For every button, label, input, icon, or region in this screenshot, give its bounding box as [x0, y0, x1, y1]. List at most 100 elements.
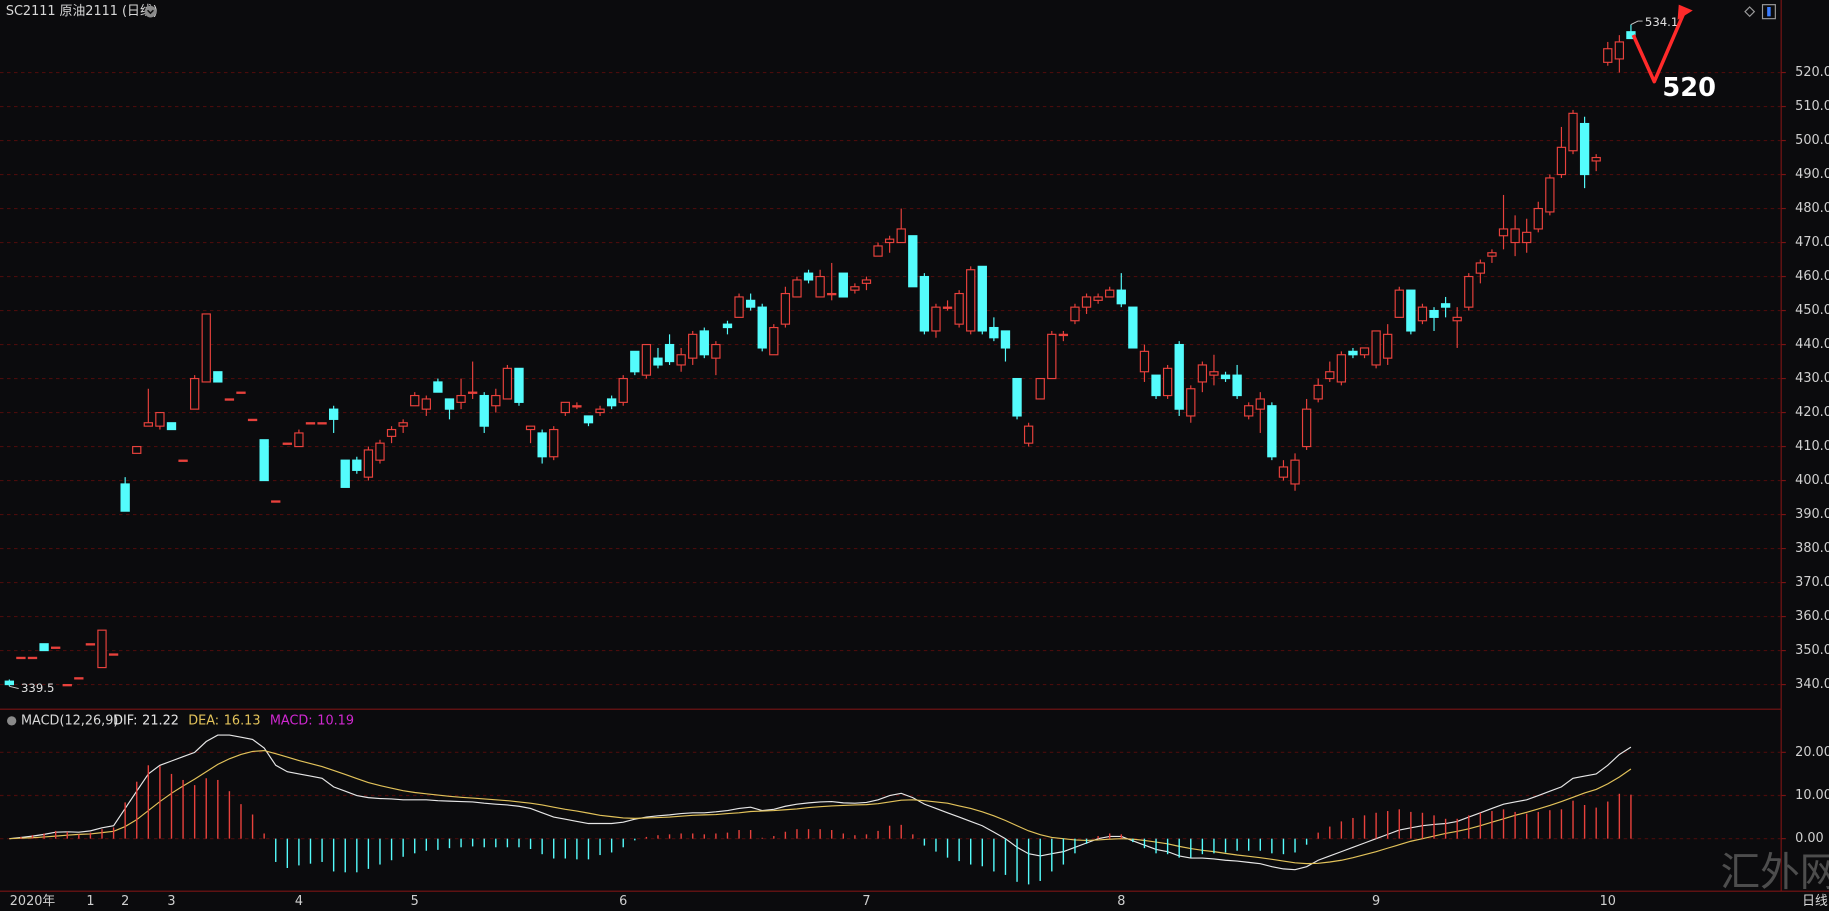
candle-body — [1406, 289, 1416, 332]
candle-body — [108, 653, 119, 656]
candle-body — [143, 422, 153, 427]
candle-body — [1244, 405, 1254, 417]
x-tick-label: 5 — [411, 894, 419, 909]
candle-body — [1267, 405, 1277, 458]
candle-body — [1081, 296, 1092, 308]
candle-body — [132, 445, 142, 454]
x-tick-label: 3 — [167, 894, 175, 909]
candle-body — [919, 275, 930, 332]
y-tick-label: 500.0 — [1795, 133, 1829, 148]
y-tick-label: 380.0 — [1795, 541, 1829, 556]
candle-body — [386, 428, 397, 437]
candle-body — [27, 656, 38, 660]
candle-body — [722, 323, 733, 329]
macd-line — [9, 750, 1632, 865]
legend-name: DEA: — [188, 713, 219, 728]
candle-body — [1487, 252, 1497, 257]
candle-body — [942, 306, 953, 309]
candle-body — [572, 405, 582, 408]
candle-body — [780, 292, 791, 325]
candle-body — [1475, 262, 1486, 274]
candle-body — [1151, 374, 1161, 397]
candle-body — [827, 292, 837, 296]
candle-body — [259, 439, 269, 482]
x-tick-label: 10 — [1600, 894, 1616, 909]
candle-body — [1047, 333, 1057, 380]
candle-body — [989, 326, 999, 339]
candle-body — [1579, 122, 1590, 176]
candle-body — [1000, 330, 1011, 349]
candle-body — [39, 643, 49, 652]
candle-body — [120, 483, 130, 512]
candle-body — [236, 391, 246, 394]
y-tick-label: 420.0 — [1795, 405, 1829, 420]
candle-body — [931, 306, 941, 332]
candles — [4, 24, 1636, 687]
candle-body — [1174, 343, 1184, 410]
candle-body — [1591, 156, 1601, 162]
candle-body — [294, 432, 304, 448]
candle-body — [479, 394, 489, 427]
candle-body — [1162, 367, 1173, 397]
candle-body — [155, 411, 165, 427]
candle-body — [1012, 377, 1022, 417]
legend-value: 21.22 — [142, 713, 179, 728]
y-tick-label: 340.0 — [1795, 677, 1829, 692]
annotation-arrow — [1631, 13, 1686, 84]
candle-body — [1105, 289, 1115, 298]
y-tick-label: 450.0 — [1795, 303, 1829, 318]
candle-body — [1023, 425, 1034, 444]
candle-body — [166, 422, 177, 431]
candle-body — [1035, 377, 1045, 400]
candle-body — [1545, 177, 1555, 213]
candle-body — [456, 394, 466, 403]
candle-body — [189, 377, 200, 410]
candle-body — [16, 656, 26, 660]
candle-body — [688, 333, 698, 359]
candle-body — [340, 459, 350, 488]
candle-body — [328, 408, 339, 420]
candle-body — [1394, 289, 1404, 318]
candle-body — [74, 677, 84, 680]
x-tick-label: 6 — [619, 894, 627, 909]
candle-body — [1603, 48, 1613, 63]
candle-body — [1255, 398, 1265, 410]
x-tick-label: 2020年 — [10, 894, 56, 909]
panel-icon[interactable] — [1761, 4, 1776, 20]
annotation-text: 520 — [1662, 73, 1716, 103]
candle-body — [1336, 354, 1347, 383]
candle-body — [1417, 306, 1428, 322]
candle-body — [1220, 374, 1231, 380]
candle-body — [583, 415, 594, 424]
y-tick-label: 410.0 — [1795, 439, 1829, 454]
candle-body — [734, 296, 744, 318]
candle-body — [1070, 306, 1080, 322]
candle-body — [850, 286, 860, 291]
candle-body — [410, 394, 420, 407]
candle-body — [1325, 371, 1335, 380]
candle-body — [1383, 333, 1393, 359]
candle-body — [618, 377, 628, 403]
macd-dropdown-icon[interactable] — [6, 716, 17, 726]
candle-body — [630, 350, 640, 373]
candle-body — [282, 442, 292, 445]
candle-body — [4, 680, 14, 686]
candle-body — [699, 330, 709, 356]
candle-body — [1533, 207, 1543, 230]
candle-body — [1128, 306, 1138, 349]
candle-body — [85, 643, 96, 646]
candle-body — [1197, 364, 1208, 383]
candle-body — [873, 245, 883, 257]
diamond-icon[interactable] — [1744, 6, 1756, 18]
candle-body — [641, 343, 652, 376]
candle-body — [421, 398, 431, 410]
candle-body — [1278, 466, 1289, 478]
y-tick-label: 20.00 — [1795, 745, 1829, 760]
dropdown-icon[interactable] — [144, 5, 157, 18]
y-tick-label: 430.0 — [1795, 371, 1829, 386]
y-tick-label: 480.0 — [1795, 201, 1829, 216]
candle-body — [1139, 350, 1150, 373]
candle-body — [537, 432, 547, 458]
